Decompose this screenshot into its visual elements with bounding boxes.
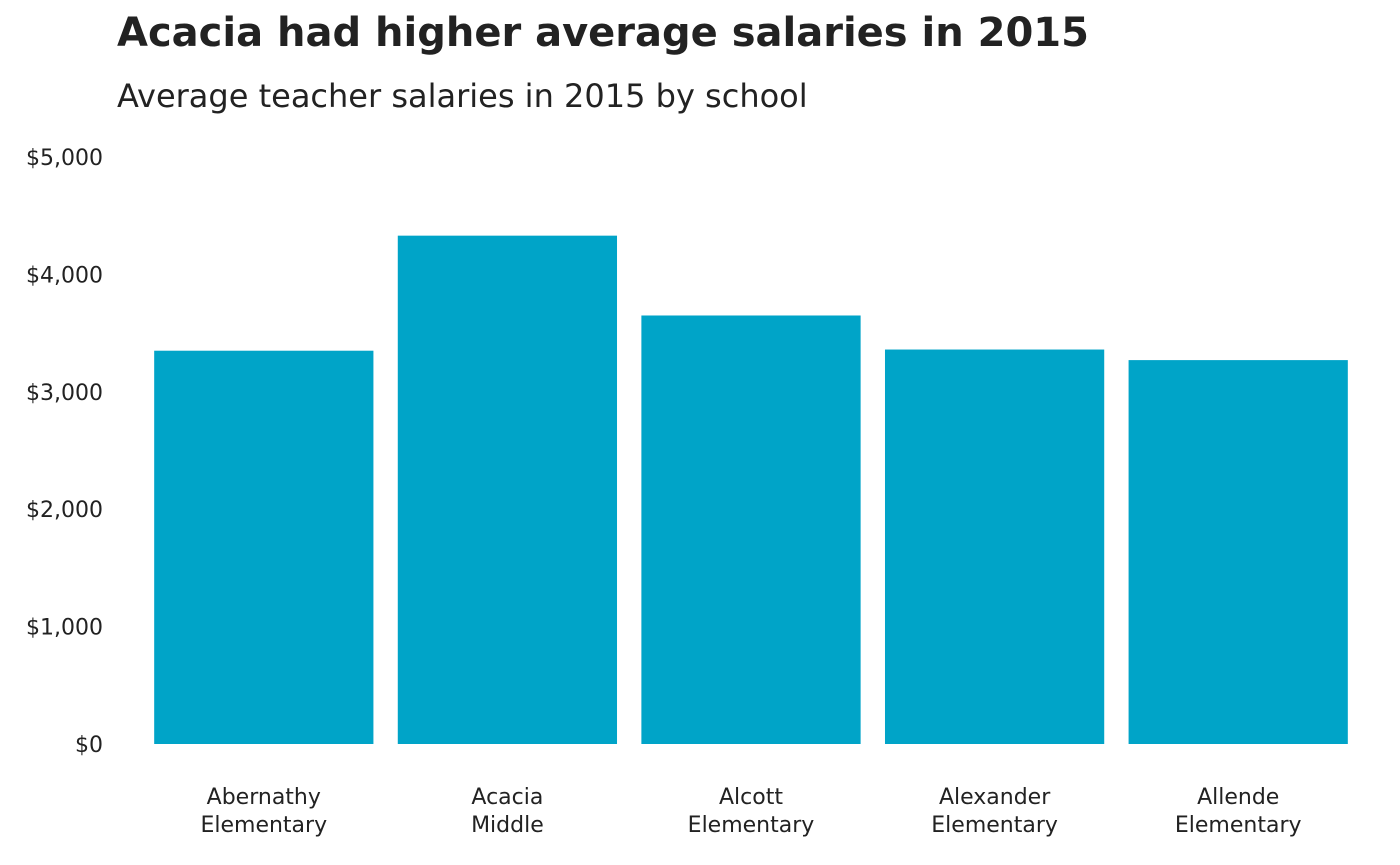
y-tick-label: $5,000 <box>26 146 103 171</box>
bar <box>397 235 618 744</box>
x-tick-label: Middle <box>471 813 544 838</box>
y-tick-label: $2,000 <box>26 498 103 523</box>
chart-title: Acacia had higher average salaries in 20… <box>117 10 1089 56</box>
x-tick-label: Acacia <box>471 785 543 810</box>
y-axis: $0 $1,000 $2,000 $3,000 $4,000 $5,000 <box>26 146 103 758</box>
x-tick-label: Elementary <box>688 813 815 838</box>
x-tick-label: Elementary <box>1175 813 1302 838</box>
bar <box>641 315 861 744</box>
x-axis: Abernathy Elementary Acacia Middle Alcott Ele… <box>200 785 1301 838</box>
y-tick-label: $4,000 <box>26 263 103 288</box>
x-tick-label: Allende <box>1197 785 1279 810</box>
bar <box>884 349 1105 744</box>
y-tick-label: $3,000 <box>26 381 103 406</box>
x-tick-label: Alcott <box>719 785 783 810</box>
bars <box>154 235 1348 744</box>
x-tick-label: Abernathy <box>207 785 321 810</box>
x-tick-label: Elementary <box>200 813 327 838</box>
chart-subtitle: Average teacher salaries in 2015 by scho… <box>117 77 808 115</box>
x-tick-label: Alexander <box>939 785 1051 810</box>
x-tick-label: Elementary <box>931 813 1058 838</box>
y-tick-label: $0 <box>75 733 103 758</box>
bar <box>154 350 374 744</box>
bar <box>1128 360 1348 744</box>
y-tick-label: $1,000 <box>26 616 103 641</box>
